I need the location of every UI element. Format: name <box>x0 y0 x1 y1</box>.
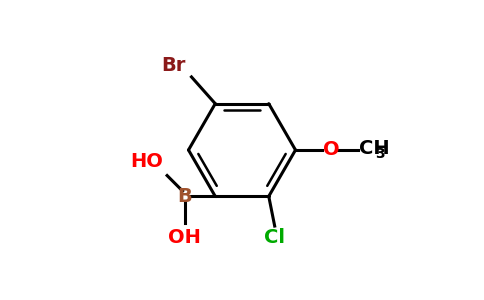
Text: B: B <box>178 187 192 206</box>
Text: OH: OH <box>168 228 201 248</box>
Text: 3: 3 <box>376 148 385 161</box>
Text: Cl: Cl <box>264 228 285 248</box>
Text: O: O <box>323 140 339 159</box>
Text: HO: HO <box>130 152 163 171</box>
Text: Br: Br <box>161 56 185 75</box>
Text: CH: CH <box>359 139 390 158</box>
